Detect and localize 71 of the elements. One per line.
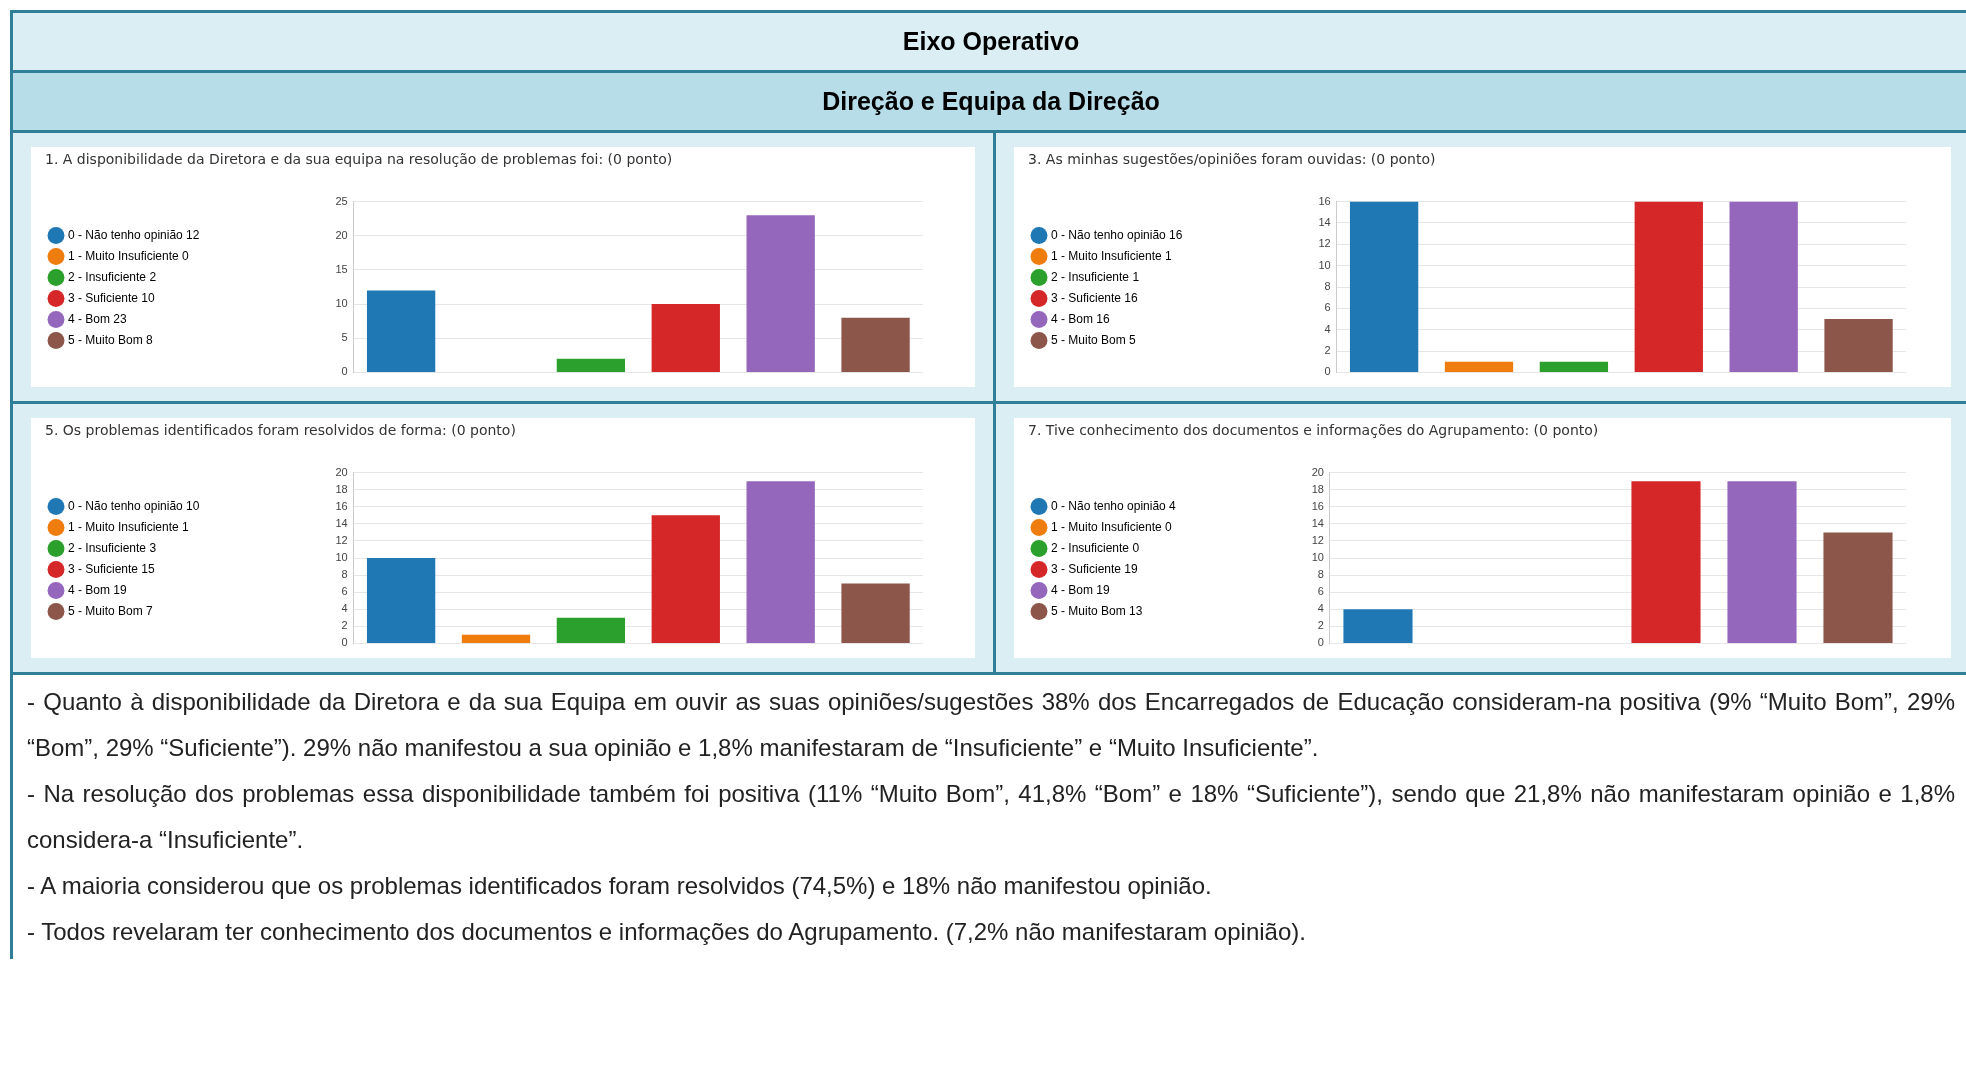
- y-tick-label: 12: [335, 533, 348, 546]
- y-tick-label: 20: [335, 465, 348, 478]
- y-tick-label: 16: [335, 499, 348, 512]
- y-tick-label: 0: [1324, 365, 1331, 378]
- y-tick-label: 20: [1311, 465, 1324, 478]
- y-tick-label: 14: [1311, 516, 1324, 529]
- chart-title: 5. Os problemas identificados foram resolvidos de forma: (0 ponto): [44, 421, 517, 440]
- legend-label: 3 - Suficiente 15: [68, 561, 156, 576]
- y-tick-label: 4: [1324, 322, 1331, 335]
- y-tick-label: 0: [341, 365, 348, 378]
- text: Direção e Equipa da Direção: [13, 73, 1966, 133]
- y-tick-label: 10: [335, 551, 348, 564]
- y-tick-label: 0: [1317, 636, 1324, 649]
- y-tick-label: 4: [1317, 602, 1324, 615]
- chart-title: 3. As minhas sugestões/opiniões foram ouvidas: (0 ponto): [1027, 150, 1437, 169]
- legend-label: 1 - Muito Insuficiente 1: [68, 519, 190, 534]
- legend-label: 0 - Não tenho opinião 4: [1051, 498, 1177, 513]
- legend-label: 5 - Muito Bom 13: [1051, 603, 1143, 618]
- y-tick-label: 16: [1311, 499, 1324, 512]
- y-tick-label: 14: [335, 516, 348, 529]
- y-tick-label: 2: [1324, 344, 1331, 357]
- y-tick-label: 8: [341, 568, 348, 581]
- y-tick-label: 6: [1324, 301, 1331, 314]
- y-tick-label: 12: [1318, 237, 1331, 250]
- legend-label: 2 - Insuficiente 3: [68, 540, 157, 555]
- y-tick-label: 12: [1311, 533, 1324, 546]
- text: - Todos revelaram ter conhecimento dos documentos e informações do Agrupamento. (7,2% não manifestaram opinião).: [27, 917, 1307, 947]
- text: - A maioria considerou que os problemas identificados foram resolvidos (74,5%) e 18% não manifestou opinião.: [27, 871, 1213, 901]
- y-tick-label: 25: [335, 194, 348, 207]
- legend-label: 5 - Muito Bom 8: [68, 332, 154, 347]
- y-tick-label: 14: [1318, 215, 1331, 228]
- y-tick-label: 15: [335, 262, 348, 275]
- text: - Quanto à disponibilidade da Diretora e da sua Equipa em ouvir as suas opiniões/sugestões 38% dos Encarregados de Educação consideram-na positiva (9% “Muito Bom”, 29% “Bom”, 29% “Suficiente”). 29% não manifestou a sua opinião e 1,8% manifestaram de “Insuficiente” e “Muito Insuficiente”.: [27, 687, 1955, 763]
- legend-label: 4 - Bom 19: [1051, 582, 1111, 597]
- legend-label: 1 - Muito Insuficiente 0: [1051, 519, 1173, 534]
- legend-label: 2 - Insuficiente 0: [1051, 540, 1140, 555]
- y-tick-label: 18: [1311, 482, 1324, 495]
- y-tick-label: 10: [1318, 258, 1331, 271]
- y-tick-label: 6: [1317, 585, 1324, 598]
- y-tick-label: 18: [335, 482, 348, 495]
- y-tick-label: 8: [1317, 568, 1324, 581]
- legend-label: 2 - Insuficiente 2: [68, 269, 157, 284]
- y-tick-label: 2: [1317, 619, 1324, 632]
- legend-label: 4 - Bom 23: [68, 311, 128, 326]
- legend-label: 3 - Suficiente 19: [1051, 561, 1139, 576]
- legend-label: 2 - Insuficiente 1: [1051, 269, 1140, 284]
- chart-title: 1. A disponibilidade da Diretora e da sua equipa na resolução de problemas foi: (0 ponto): [44, 150, 674, 169]
- text: Eixo Operativo: [13, 10, 1966, 73]
- legend-label: 3 - Suficiente 16: [1051, 290, 1139, 305]
- y-tick-label: 4: [341, 602, 348, 615]
- y-tick-label: 10: [335, 297, 348, 310]
- chart-title: 7. Tive conhecimento dos documentos e informações do Agrupamento: (0 ponto): [1027, 421, 1600, 440]
- legend-label: 4 - Bom 19: [68, 582, 128, 597]
- y-tick-label: 2: [341, 619, 348, 632]
- legend-label: 1 - Muito Insuficiente 0: [68, 248, 190, 263]
- y-tick-label: 5: [341, 331, 348, 344]
- text: - Na resolução dos problemas essa disponibilidade também foi positiva (11% “Muito Bom”, 41,8% “Bom” e 18% “Suficiente”), sendo que 21,8% não manifestaram opinião e 1,8% considera-a “Insuficiente”.: [27, 779, 1955, 855]
- legend-label: 5 - Muito Bom 5: [1051, 332, 1137, 347]
- y-tick-label: 10: [1311, 551, 1324, 564]
- y-tick-label: 8: [1324, 280, 1331, 293]
- legend-label: 3 - Suficiente 10: [68, 290, 156, 305]
- y-tick-label: 20: [335, 228, 348, 241]
- y-tick-label: 6: [341, 585, 348, 598]
- y-tick-label: 16: [1318, 194, 1331, 207]
- legend-label: 1 - Muito Insuficiente 1: [1051, 248, 1173, 263]
- legend-label: 4 - Bom 16: [1051, 311, 1111, 326]
- y-tick-label: 0: [341, 636, 348, 649]
- legend-label: 0 - Não tenho opinião 10: [68, 498, 200, 513]
- legend-label: 0 - Não tenho opinião 12: [68, 227, 200, 242]
- legend-label: 0 - Não tenho opinião 16: [1051, 227, 1183, 242]
- legend-label: 5 - Muito Bom 7: [68, 603, 154, 618]
